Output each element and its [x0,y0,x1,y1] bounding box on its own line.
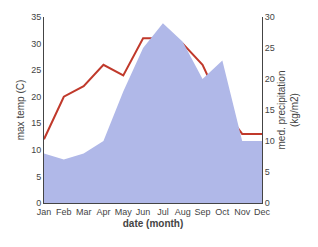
svg-text:0: 0 [36,198,41,208]
svg-text:Sep: Sep [195,207,211,217]
svg-text:10: 10 [265,136,275,146]
svg-text:5: 5 [36,172,41,182]
svg-text:Dec: Dec [254,207,271,217]
svg-text:Jun: Jun [136,207,151,217]
svg-text:Jul: Jul [157,207,169,217]
svg-text:max temp (C): max temp (C) [15,80,26,141]
svg-text:15: 15 [265,105,275,115]
svg-text:35: 35 [31,12,41,22]
svg-text:5: 5 [265,167,270,177]
svg-text:med. precipitation(kg/m2): med. precipitation(kg/m2) [276,71,300,150]
svg-text:25: 25 [265,43,275,53]
svg-text:0: 0 [265,198,270,208]
svg-text:30: 30 [31,39,41,49]
svg-text:10: 10 [31,145,41,155]
svg-text:30: 30 [265,12,275,22]
svg-text:Oct: Oct [215,207,230,217]
svg-text:Aug: Aug [175,207,191,217]
svg-text:Apr: Apr [96,207,110,217]
svg-text:Nov: Nov [234,207,251,217]
svg-text:Jan: Jan [37,207,52,217]
svg-text:May: May [115,207,133,217]
svg-text:20: 20 [265,74,275,84]
svg-text:Mar: Mar [76,207,92,217]
svg-text:Feb: Feb [56,207,72,217]
svg-text:25: 25 [31,65,41,75]
svg-text:15: 15 [31,118,41,128]
svg-text:20: 20 [31,92,41,102]
svg-text:date (month): date (month) [123,218,184,229]
